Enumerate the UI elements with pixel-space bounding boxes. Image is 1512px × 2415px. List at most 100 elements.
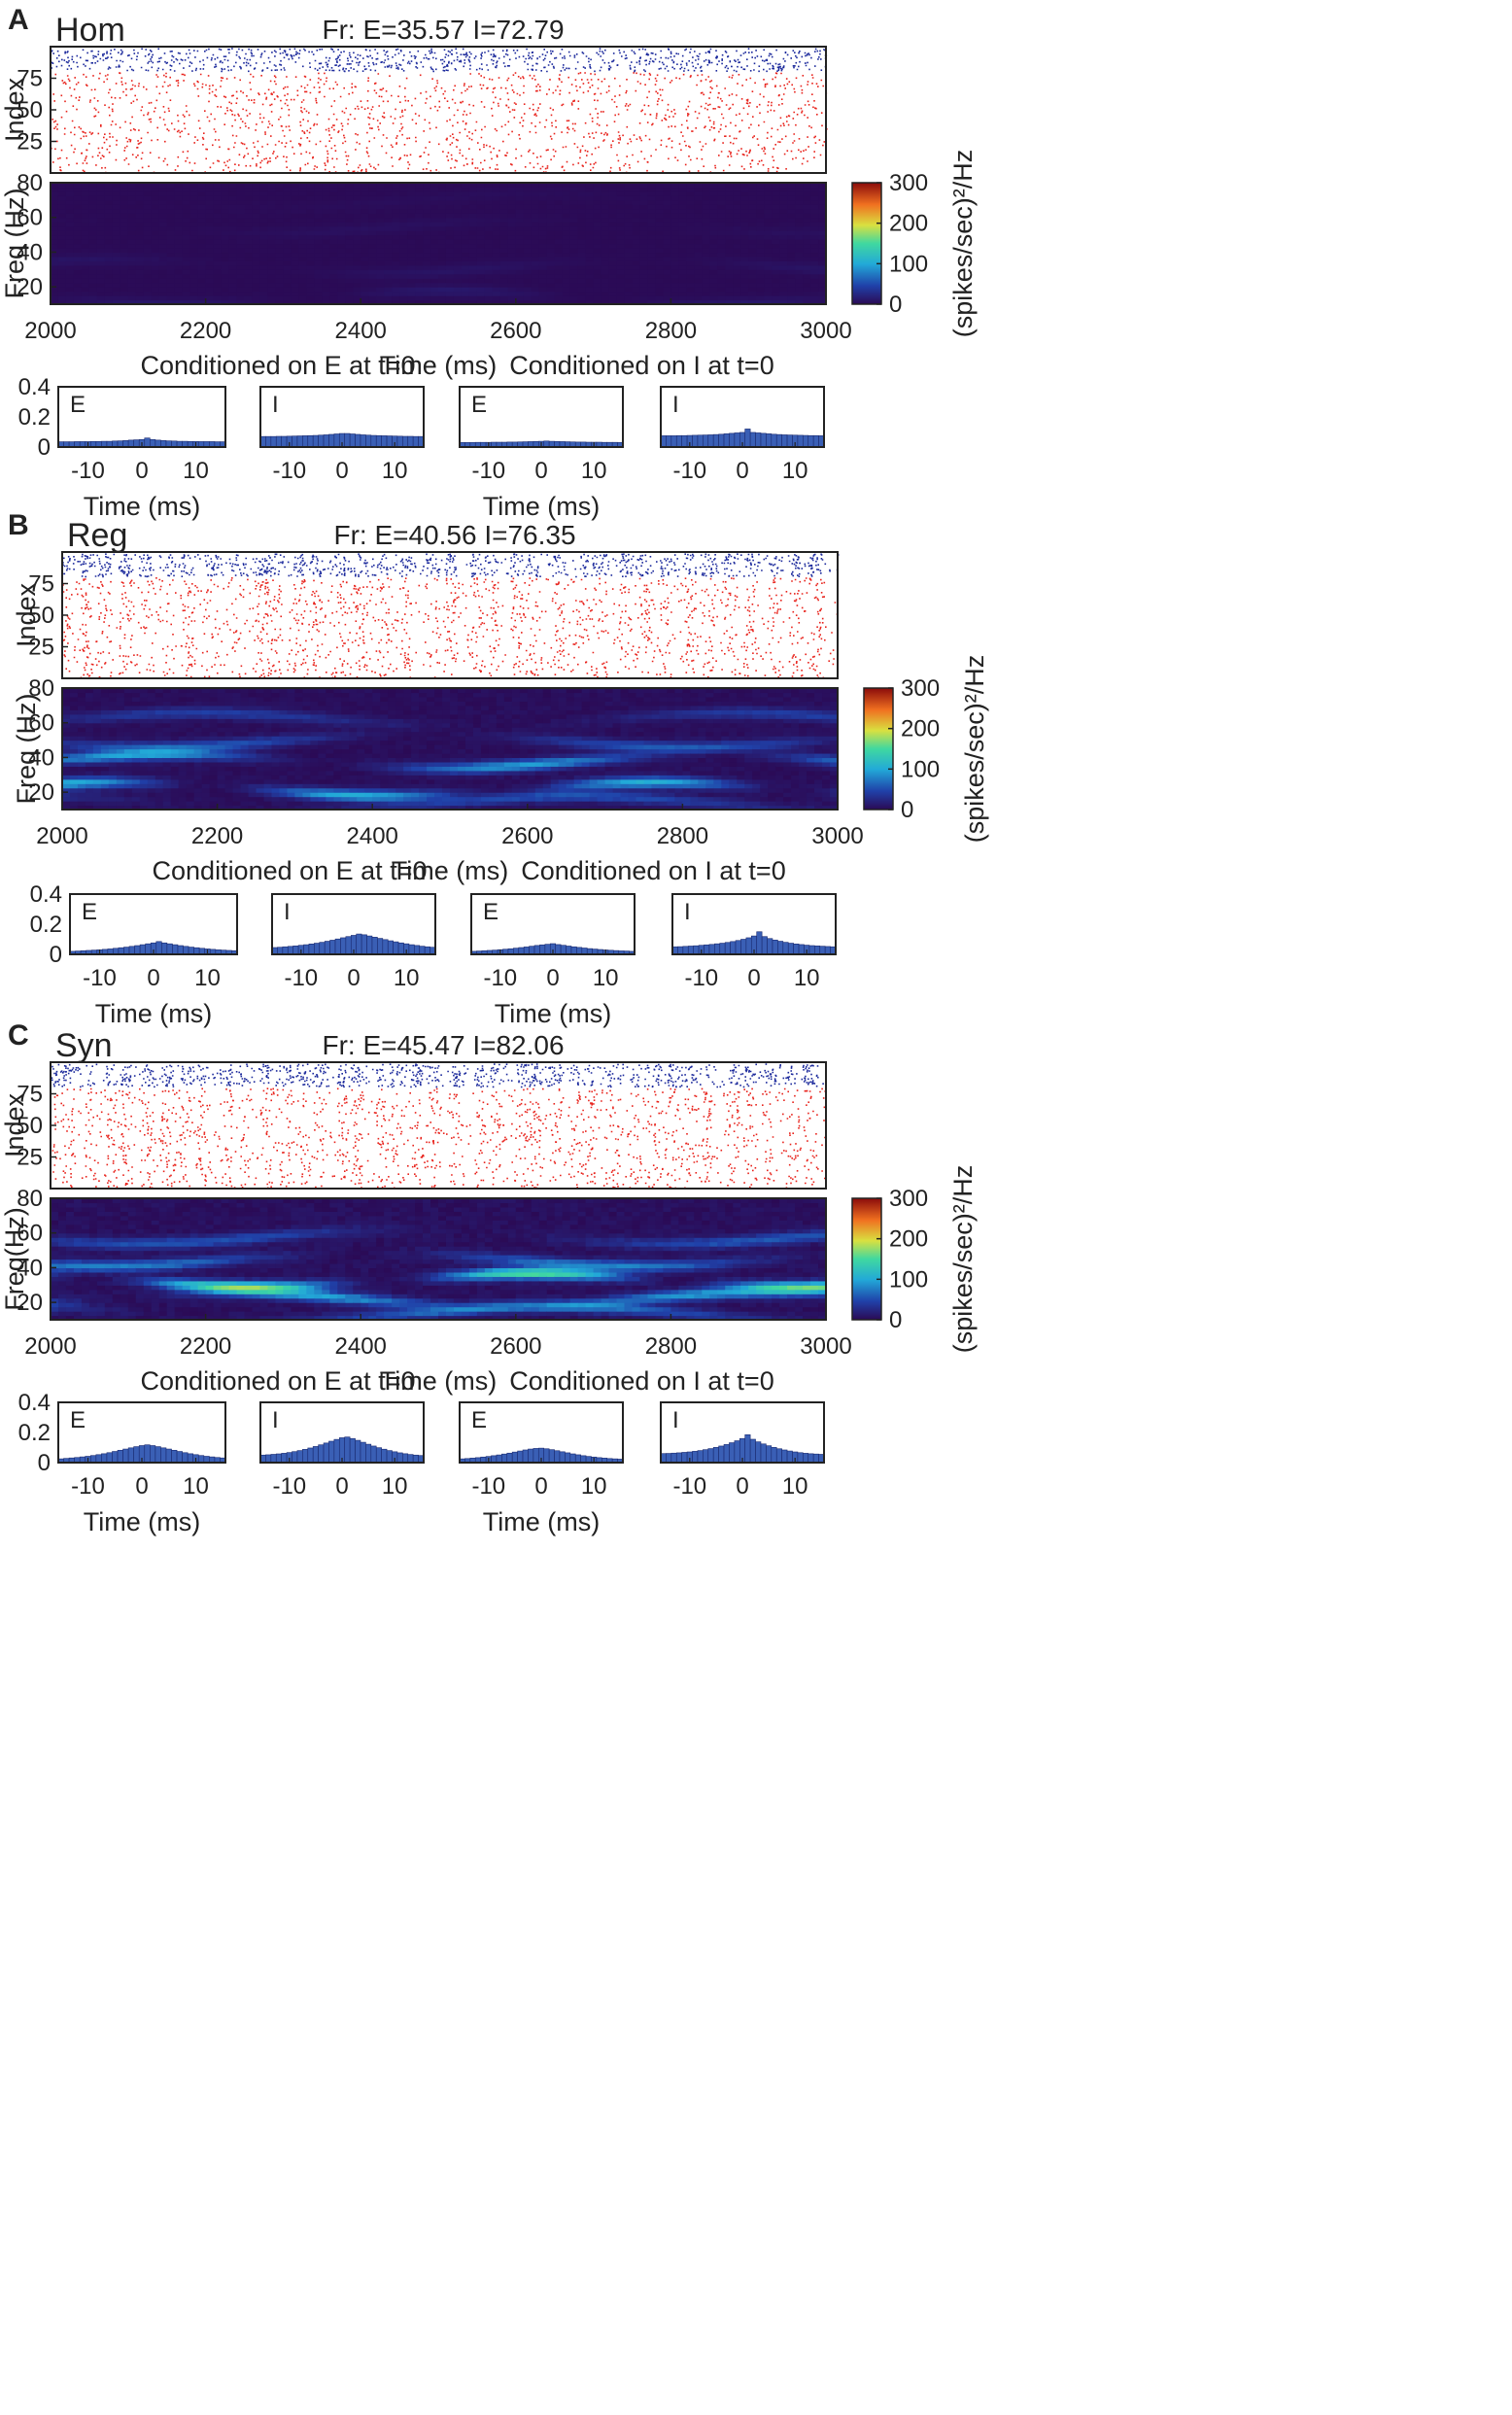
spectrogram-cell xyxy=(287,732,295,737)
spectrogram-cell xyxy=(427,783,435,788)
subplot-label: E xyxy=(70,392,86,418)
spectrogram-cell xyxy=(109,741,118,745)
spectrogram-cell xyxy=(233,736,242,741)
spectrogram-cell xyxy=(465,757,474,762)
spectrogram-cell xyxy=(574,771,583,776)
spectrogram-cell xyxy=(795,239,804,244)
spectrogram-cell xyxy=(175,278,184,283)
spectrogram-cell xyxy=(458,714,466,719)
spectrogram-cell xyxy=(450,801,459,806)
spectrogram-cell xyxy=(105,222,114,226)
spectrogram-cell xyxy=(717,213,726,218)
spectrogram-cell xyxy=(368,226,377,231)
spectrogram-cell xyxy=(294,706,303,710)
spectrogram-cell xyxy=(434,792,443,797)
spectrogram-cell xyxy=(578,292,587,296)
spectrogram-cell xyxy=(86,801,94,806)
spectrogram-cell xyxy=(795,278,804,283)
spectrogram-cell xyxy=(512,732,521,737)
spectrogram-cell xyxy=(772,191,780,196)
spectrogram-cell xyxy=(555,287,564,292)
spectrogram-cell xyxy=(559,771,567,776)
spectrogram-cell xyxy=(318,788,326,793)
spectrogram-cell xyxy=(257,701,265,706)
spectrogram-cell xyxy=(349,697,358,702)
spectrogram-cell xyxy=(124,732,133,737)
spectrogram-cell xyxy=(574,744,583,749)
spectrogram-cell xyxy=(625,295,634,300)
spectrogram-cell xyxy=(733,204,741,209)
spectrogram-cell xyxy=(322,222,330,226)
spectrogram-cell xyxy=(590,706,599,710)
spectrogram-cell xyxy=(795,292,804,296)
spectrogram-cell xyxy=(740,292,749,296)
spectrogram-cell xyxy=(647,204,656,209)
spectrogram-cell xyxy=(117,697,125,702)
spectrogram-cell xyxy=(105,235,114,240)
spectrogram-cell xyxy=(601,204,610,209)
spectrogram-cell xyxy=(105,274,114,279)
spectrogram-cell xyxy=(586,283,595,288)
spectrogram-cell xyxy=(403,706,412,710)
spectrogram-cell xyxy=(252,195,260,200)
spectrogram-cell xyxy=(279,792,288,797)
spectrogram-cell xyxy=(152,295,160,300)
spectrogram-cell xyxy=(349,753,358,758)
spectrogram-cell xyxy=(93,697,102,702)
spectrogram-cell xyxy=(795,283,804,288)
spectrogram-cell xyxy=(136,213,145,218)
spectrogram-cell xyxy=(51,235,59,240)
spectrogram-cell xyxy=(586,230,595,235)
spectrogram-cell xyxy=(493,295,501,300)
spectrogram-cell xyxy=(152,283,160,288)
spectrogram-cell xyxy=(70,766,79,771)
spectrogram-cell xyxy=(113,239,121,244)
spectrogram-cell xyxy=(124,697,133,702)
spectrogram-cell xyxy=(113,274,121,279)
spectrogram-cell xyxy=(194,741,203,745)
spectrogram-cell xyxy=(198,252,207,257)
spectrogram-cell xyxy=(51,278,59,283)
spectrogram-cell xyxy=(590,762,599,767)
spectrogram-cell xyxy=(702,187,710,191)
spectrogram-cell xyxy=(225,766,234,771)
spectrogram-cell xyxy=(639,200,648,205)
spectrogram-cell xyxy=(578,213,587,218)
spectrogram-cell xyxy=(678,222,687,226)
spectrogram-cell xyxy=(528,762,536,767)
spectrogram-cell xyxy=(462,226,470,231)
spectrogram-cell xyxy=(163,775,172,779)
spectrogram-cell xyxy=(551,706,560,710)
spectrogram-cell xyxy=(567,788,575,793)
spectrogram-cell xyxy=(639,252,648,257)
spectrogram-cell xyxy=(349,718,358,723)
spectrogram-cell xyxy=(337,260,346,265)
spectrogram-cell xyxy=(210,741,219,745)
spectrogram-cell xyxy=(485,252,494,257)
spectrogram-cell xyxy=(647,244,656,249)
spectrogram-cell xyxy=(434,741,443,745)
spectrogram-cell xyxy=(294,732,303,737)
spectrogram-cell xyxy=(105,200,114,205)
spectrogram-cell xyxy=(140,701,149,706)
spectrogram-cell xyxy=(259,226,268,231)
spectrogram-cell xyxy=(551,788,560,793)
spectrogram-cell xyxy=(128,287,137,292)
spectrogram-cell xyxy=(322,278,330,283)
spectrogram-cell xyxy=(543,788,552,793)
spectrogram-cell xyxy=(93,762,102,767)
spectrogram-cell xyxy=(306,292,315,296)
spectrogram-cell xyxy=(462,295,470,300)
spectrogram-cell xyxy=(427,749,435,754)
spectrogram-cell xyxy=(222,292,230,296)
spectrogram-cell xyxy=(392,218,400,223)
spectrogram-cell xyxy=(187,709,195,714)
spectrogram-cell xyxy=(563,278,571,283)
spectrogram-cell xyxy=(617,200,626,205)
spectrogram-cell xyxy=(598,727,606,732)
spectrogram-cell xyxy=(89,187,98,191)
spectrogram-cell xyxy=(388,714,396,719)
spectrogram-cell xyxy=(430,204,439,209)
spectrogram-cell xyxy=(528,727,536,732)
spectrogram-cell xyxy=(535,783,544,788)
